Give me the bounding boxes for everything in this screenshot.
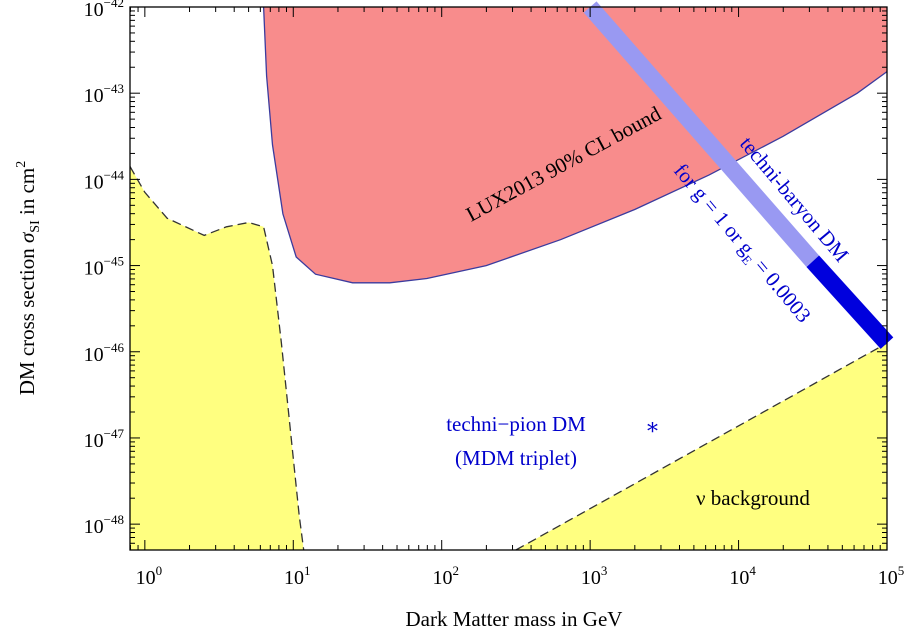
y-tick-label-base: 10 [84,258,104,280]
techni-pion-sublabel: (MDM triplet) [455,446,577,470]
x-tick-label: 104 [729,563,756,589]
y-tick-label-base: 10 [84,171,104,193]
techni-baryon-band [583,1,894,349]
x-tick-label-base: 10 [729,567,749,589]
y-tick-label-exp: −47 [104,426,125,441]
x-tick-label-base: 10 [581,567,601,589]
y-axis-label-sym: σ [15,231,39,243]
y-tick-label-exp: −42 [104,0,124,10]
x-tick-label-exp: 4 [749,563,756,578]
y-tick-label-exp: −46 [104,340,125,355]
y-tick-label-base: 10 [84,430,104,452]
x-tick-label: 101 [284,563,311,589]
y-tick-label-exp: −45 [104,254,124,269]
nu-background-low-boundary [129,166,305,551]
y-axis-label: DM cross section σSI in cm2 [14,161,43,396]
x-tick-label-exp: 5 [898,563,905,578]
y-tick-label: 10−47 [84,426,125,452]
x-tick-label-exp: 1 [304,563,311,578]
tick-marks [129,6,888,550]
y-tick-label: 10−44 [84,167,125,193]
nu-background-label: ν background [696,486,810,510]
y-tick-label: 10−42 [84,0,124,21]
x-tick-label: 102 [432,563,459,589]
techni-pion-marker: * [647,420,658,445]
x-tick-label-base: 10 [284,567,304,589]
x-tick-label-exp: 3 [601,563,608,578]
y-tick-label-base: 10 [84,344,104,366]
y-tick-label-exp: −44 [104,167,125,182]
y-tick-label-base: 10 [84,0,104,21]
nu-background-high-boundary [515,342,888,551]
y-tick-label: 10−43 [84,81,124,107]
y-tick-label: 10−46 [84,340,125,366]
tick-labels: 100 101 102 103 104 10510−4210−4310−4410−4510… [84,0,905,589]
y-tick-label-exp: −48 [104,512,124,527]
x-tick-label-exp: 0 [156,563,163,578]
y-axis-label-main: DM cross section [15,243,39,395]
techni-baryon-segment-1 [806,255,894,349]
x-tick-label-base: 10 [878,567,898,589]
y-tick-label-base: 10 [84,516,104,538]
y-tick-label-exp: −43 [104,81,124,96]
regions-layer [129,6,888,551]
techni-pion-label: techni−pion DM [446,412,586,436]
y-axis-label-tail: in cm [15,168,39,221]
x-tick-label-base: 10 [432,567,452,589]
y-tick-label: 10−48 [84,512,124,538]
y-tick-label-base: 10 [84,85,104,107]
x-tick-label-exp: 2 [452,563,459,578]
lux-bound-edge [262,6,888,284]
techni-baryon-segment-0 [583,1,820,267]
x-tick-label: 100 [136,563,163,589]
lux-bound-region [263,7,888,283]
x-tick-label-base: 10 [136,567,156,589]
x-axis-label: Dark Matter mass in GeV [406,607,623,631]
y-axis-label-sup: 2 [14,161,29,168]
nu-background-low-region [130,166,304,550]
y-tick-label: 10−45 [84,254,124,280]
x-tick-label: 103 [581,563,608,589]
y-axis-label-sub: SI [28,220,43,233]
x-tick-label: 105 [878,563,905,589]
